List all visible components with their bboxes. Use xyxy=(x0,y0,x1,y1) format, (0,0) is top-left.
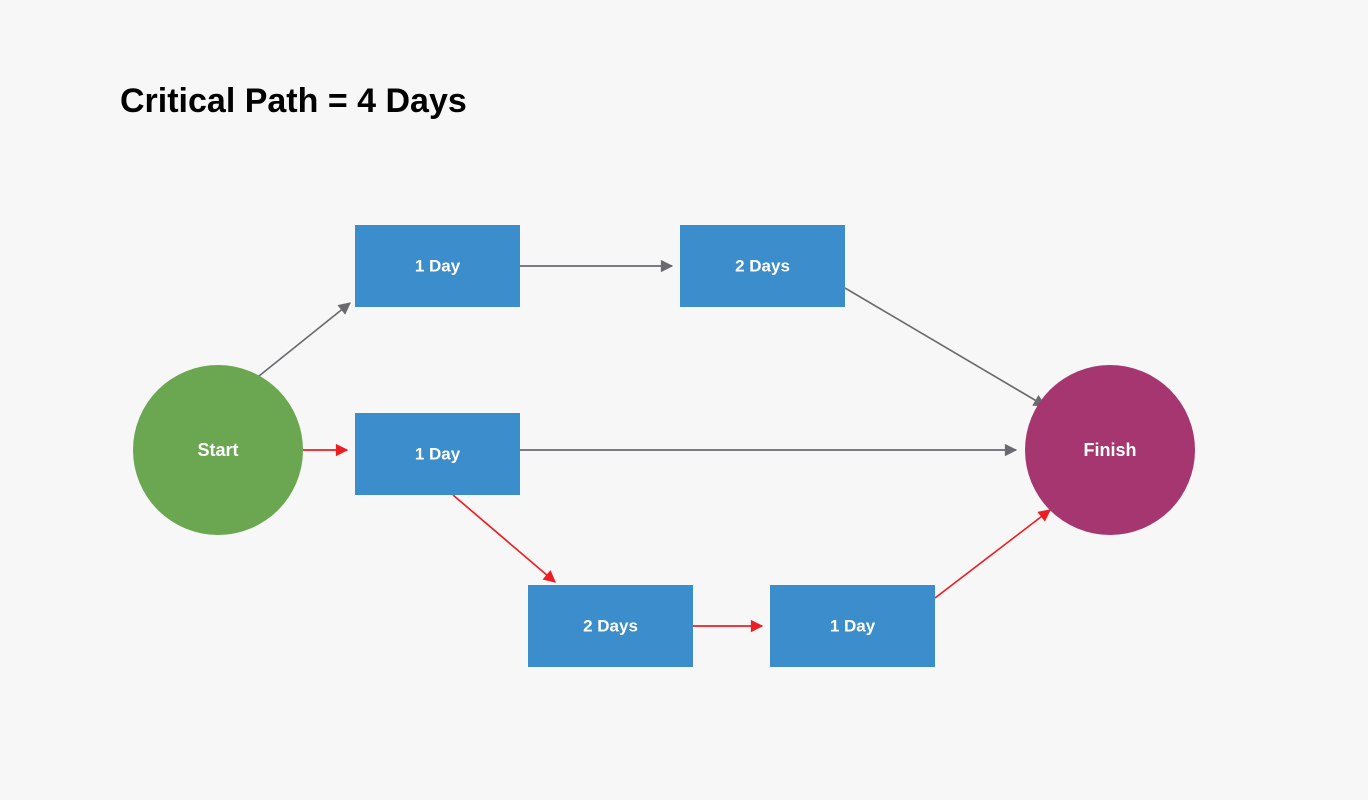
critical-path-diagram: Critical Path = 4 Days Start Finish 1 Day 2… xyxy=(0,0,1368,800)
diagram-title: Critical Path = 4 Days xyxy=(120,82,467,120)
node-finish: Finish xyxy=(1025,365,1195,535)
node-botA: 2 Days xyxy=(528,585,693,667)
node-topB-label: 2 Days xyxy=(735,256,790,275)
node-start: Start xyxy=(133,365,303,535)
node-topB: 2 Days xyxy=(680,225,845,307)
node-botB-label: 1 Day xyxy=(830,616,876,635)
node-botB: 1 Day xyxy=(770,585,935,667)
node-topA: 1 Day xyxy=(355,225,520,307)
node-topA-label: 1 Day xyxy=(415,256,461,275)
node-midA-label: 1 Day xyxy=(415,444,461,463)
node-botA-label: 2 Days xyxy=(583,616,638,635)
node-start-label: Start xyxy=(197,440,238,460)
node-midA: 1 Day xyxy=(355,413,520,495)
node-finish-label: Finish xyxy=(1084,440,1137,460)
